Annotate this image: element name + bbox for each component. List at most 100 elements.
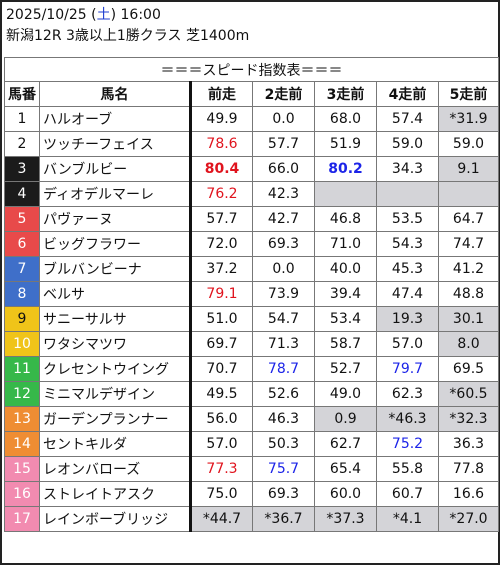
speed-index-cell: 49.9 <box>190 106 253 132</box>
table-row: 2 ツッチーフェイス 78.6 57.7 51.9 59.0 59.0 <box>4 131 500 157</box>
speed-index-cell: 57.7 <box>190 206 253 232</box>
speed-index-cell: 58.7 <box>314 331 377 357</box>
speed-index-cell: 34.3 <box>376 156 439 182</box>
speed-index-cell: 66.0 <box>252 156 315 182</box>
horse-number: 10 <box>4 331 40 357</box>
horse-number: 12 <box>4 381 40 407</box>
speed-index-cell: 0.0 <box>252 106 315 132</box>
speed-index-cell: 57.0 <box>190 431 253 457</box>
speed-index-cell: *46.3 <box>376 406 439 432</box>
speed-index-cell: *44.7 <box>190 506 253 532</box>
speed-index-cell: 69.3 <box>252 481 315 507</box>
speed-index-cell: 62.7 <box>314 431 377 457</box>
speed-index-cell: 78.6 <box>190 131 253 157</box>
table-row: 17 レインボーブリッジ *44.7 *36.7 *37.3 *4.1 *27.0 <box>4 506 500 532</box>
speed-index-cell: 9.1 <box>437 156 500 182</box>
speed-index-cell: 0.0 <box>252 256 315 282</box>
speed-index-cell: 53.5 <box>376 206 439 232</box>
speed-index-cell: 77.3 <box>190 456 253 482</box>
table-row: 5 パヴァーヌ 57.7 42.7 46.8 53.5 64.7 <box>4 206 500 232</box>
speed-index-cell: 40.0 <box>314 256 377 282</box>
horse-number: 4 <box>4 181 40 207</box>
table-row: 13 ガーデンプランナー 56.0 46.3 0.9 *46.3 *32.3 <box>4 406 500 432</box>
horse-name: ディオデルマーレ <box>39 181 192 207</box>
speed-index-cell: 19.3 <box>376 306 439 332</box>
column-header: 3走前 <box>314 81 377 107</box>
table-row: 16 ストレイトアスク 75.0 69.3 60.0 60.7 16.6 <box>4 481 500 507</box>
speed-index-cell: 80.4 <box>190 156 253 182</box>
speed-index-cell: 50.3 <box>252 431 315 457</box>
speed-index-cell <box>376 181 439 207</box>
horse-name: ブルバンビーナ <box>39 256 192 282</box>
speed-index-cell: 49.5 <box>190 381 253 407</box>
table-row: 14 セントキルダ 57.0 50.3 62.7 75.2 36.3 <box>4 431 500 457</box>
horse-name: ストレイトアスク <box>39 481 192 507</box>
horse-number: 15 <box>4 456 40 482</box>
horse-name: ビッグフラワー <box>39 231 192 257</box>
horse-number: 6 <box>4 231 40 257</box>
speed-index-table: ＝＝＝スピード指数表＝＝＝ 馬番 馬名 前走 2走前 3走前 4走前 5走前 1 ハルオーブ 4… <box>3 57 500 532</box>
horse-number: 1 <box>4 106 40 132</box>
speed-index-cell: 42.3 <box>252 181 315 207</box>
column-header: 5走前 <box>437 81 500 107</box>
weekday: 土 <box>96 7 111 23</box>
speed-index-cell: 54.3 <box>376 231 439 257</box>
speed-index-cell: 71.0 <box>314 231 377 257</box>
horse-name: サニーサルサ <box>39 306 192 332</box>
table-row: 3 バンブルビー 80.4 66.0 80.2 34.3 9.1 <box>4 156 500 182</box>
column-header: 4走前 <box>376 81 439 107</box>
speed-index-cell: 57.0 <box>376 331 439 357</box>
column-header-row: 馬番 馬名 前走 2走前 3走前 4走前 5走前 <box>4 81 500 107</box>
horse-number: 2 <box>4 131 40 157</box>
speed-index-cell: *36.7 <box>252 506 315 532</box>
speed-index-cell: 59.0 <box>437 131 500 157</box>
speed-index-cell: 30.1 <box>437 306 500 332</box>
table-row: 4 ディオデルマーレ 76.2 42.3 <box>4 181 500 207</box>
speed-index-cell: 52.7 <box>314 356 377 382</box>
horse-name: ハルオーブ <box>39 106 192 132</box>
speed-index-cell: *32.3 <box>437 406 500 432</box>
speed-index-cell: 75.0 <box>190 481 253 507</box>
speed-index-cell: 77.8 <box>437 456 500 482</box>
horse-number: 9 <box>4 306 40 332</box>
speed-index-cell: 79.1 <box>190 281 253 307</box>
speed-index-cell: 37.2 <box>190 256 253 282</box>
horse-name: クレセントウイング <box>39 356 192 382</box>
speed-index-cell: 54.7 <box>252 306 315 332</box>
speed-index-cell: 48.8 <box>437 281 500 307</box>
horse-number: 7 <box>4 256 40 282</box>
speed-index-cell: 57.4 <box>376 106 439 132</box>
horse-number: 17 <box>4 506 40 532</box>
speed-index-cell: 71.3 <box>252 331 315 357</box>
column-header: 2走前 <box>252 81 315 107</box>
horse-number: 11 <box>4 356 40 382</box>
speed-index-cell: 46.8 <box>314 206 377 232</box>
table-row: 9 サニーサルサ 51.0 54.7 53.4 19.3 30.1 <box>4 306 500 332</box>
speed-index-cell: 42.7 <box>252 206 315 232</box>
speed-index-cell: 46.3 <box>252 406 315 432</box>
speed-index-cell: 80.2 <box>314 156 377 182</box>
speed-index-cell: *60.5 <box>437 381 500 407</box>
speed-index-cell: 69.3 <box>252 231 315 257</box>
speed-index-cell <box>314 181 377 207</box>
speed-index-cell: 62.3 <box>376 381 439 407</box>
speed-index-cell: 53.4 <box>314 306 377 332</box>
speed-index-cell: 51.9 <box>314 131 377 157</box>
horse-name: ベルサ <box>39 281 192 307</box>
speed-index-cell: 76.2 <box>190 181 253 207</box>
speed-index-cell: 8.0 <box>437 331 500 357</box>
table-row: 12 ミニマルデザイン 49.5 52.6 49.0 62.3 *60.5 <box>4 381 500 407</box>
race-title: 新潟12R 3歳以上1勝クラス 芝1400m <box>6 28 250 44</box>
horse-name: レオンバローズ <box>39 456 192 482</box>
race-header: 2025/10/25 (土) 16:00 新潟12R 3歳以上1勝クラス 芝14… <box>2 2 498 47</box>
horse-name: パヴァーヌ <box>39 206 192 232</box>
horse-number: 5 <box>4 206 40 232</box>
horse-number: 13 <box>4 406 40 432</box>
speed-index-cell: 78.7 <box>252 356 315 382</box>
speed-index-cell: 60.0 <box>314 481 377 507</box>
table-row: 11 クレセントウイング 70.7 78.7 52.7 79.7 69.5 <box>4 356 500 382</box>
horse-number: 8 <box>4 281 40 307</box>
column-header: 前走 <box>190 81 253 107</box>
horse-number: 16 <box>4 481 40 507</box>
